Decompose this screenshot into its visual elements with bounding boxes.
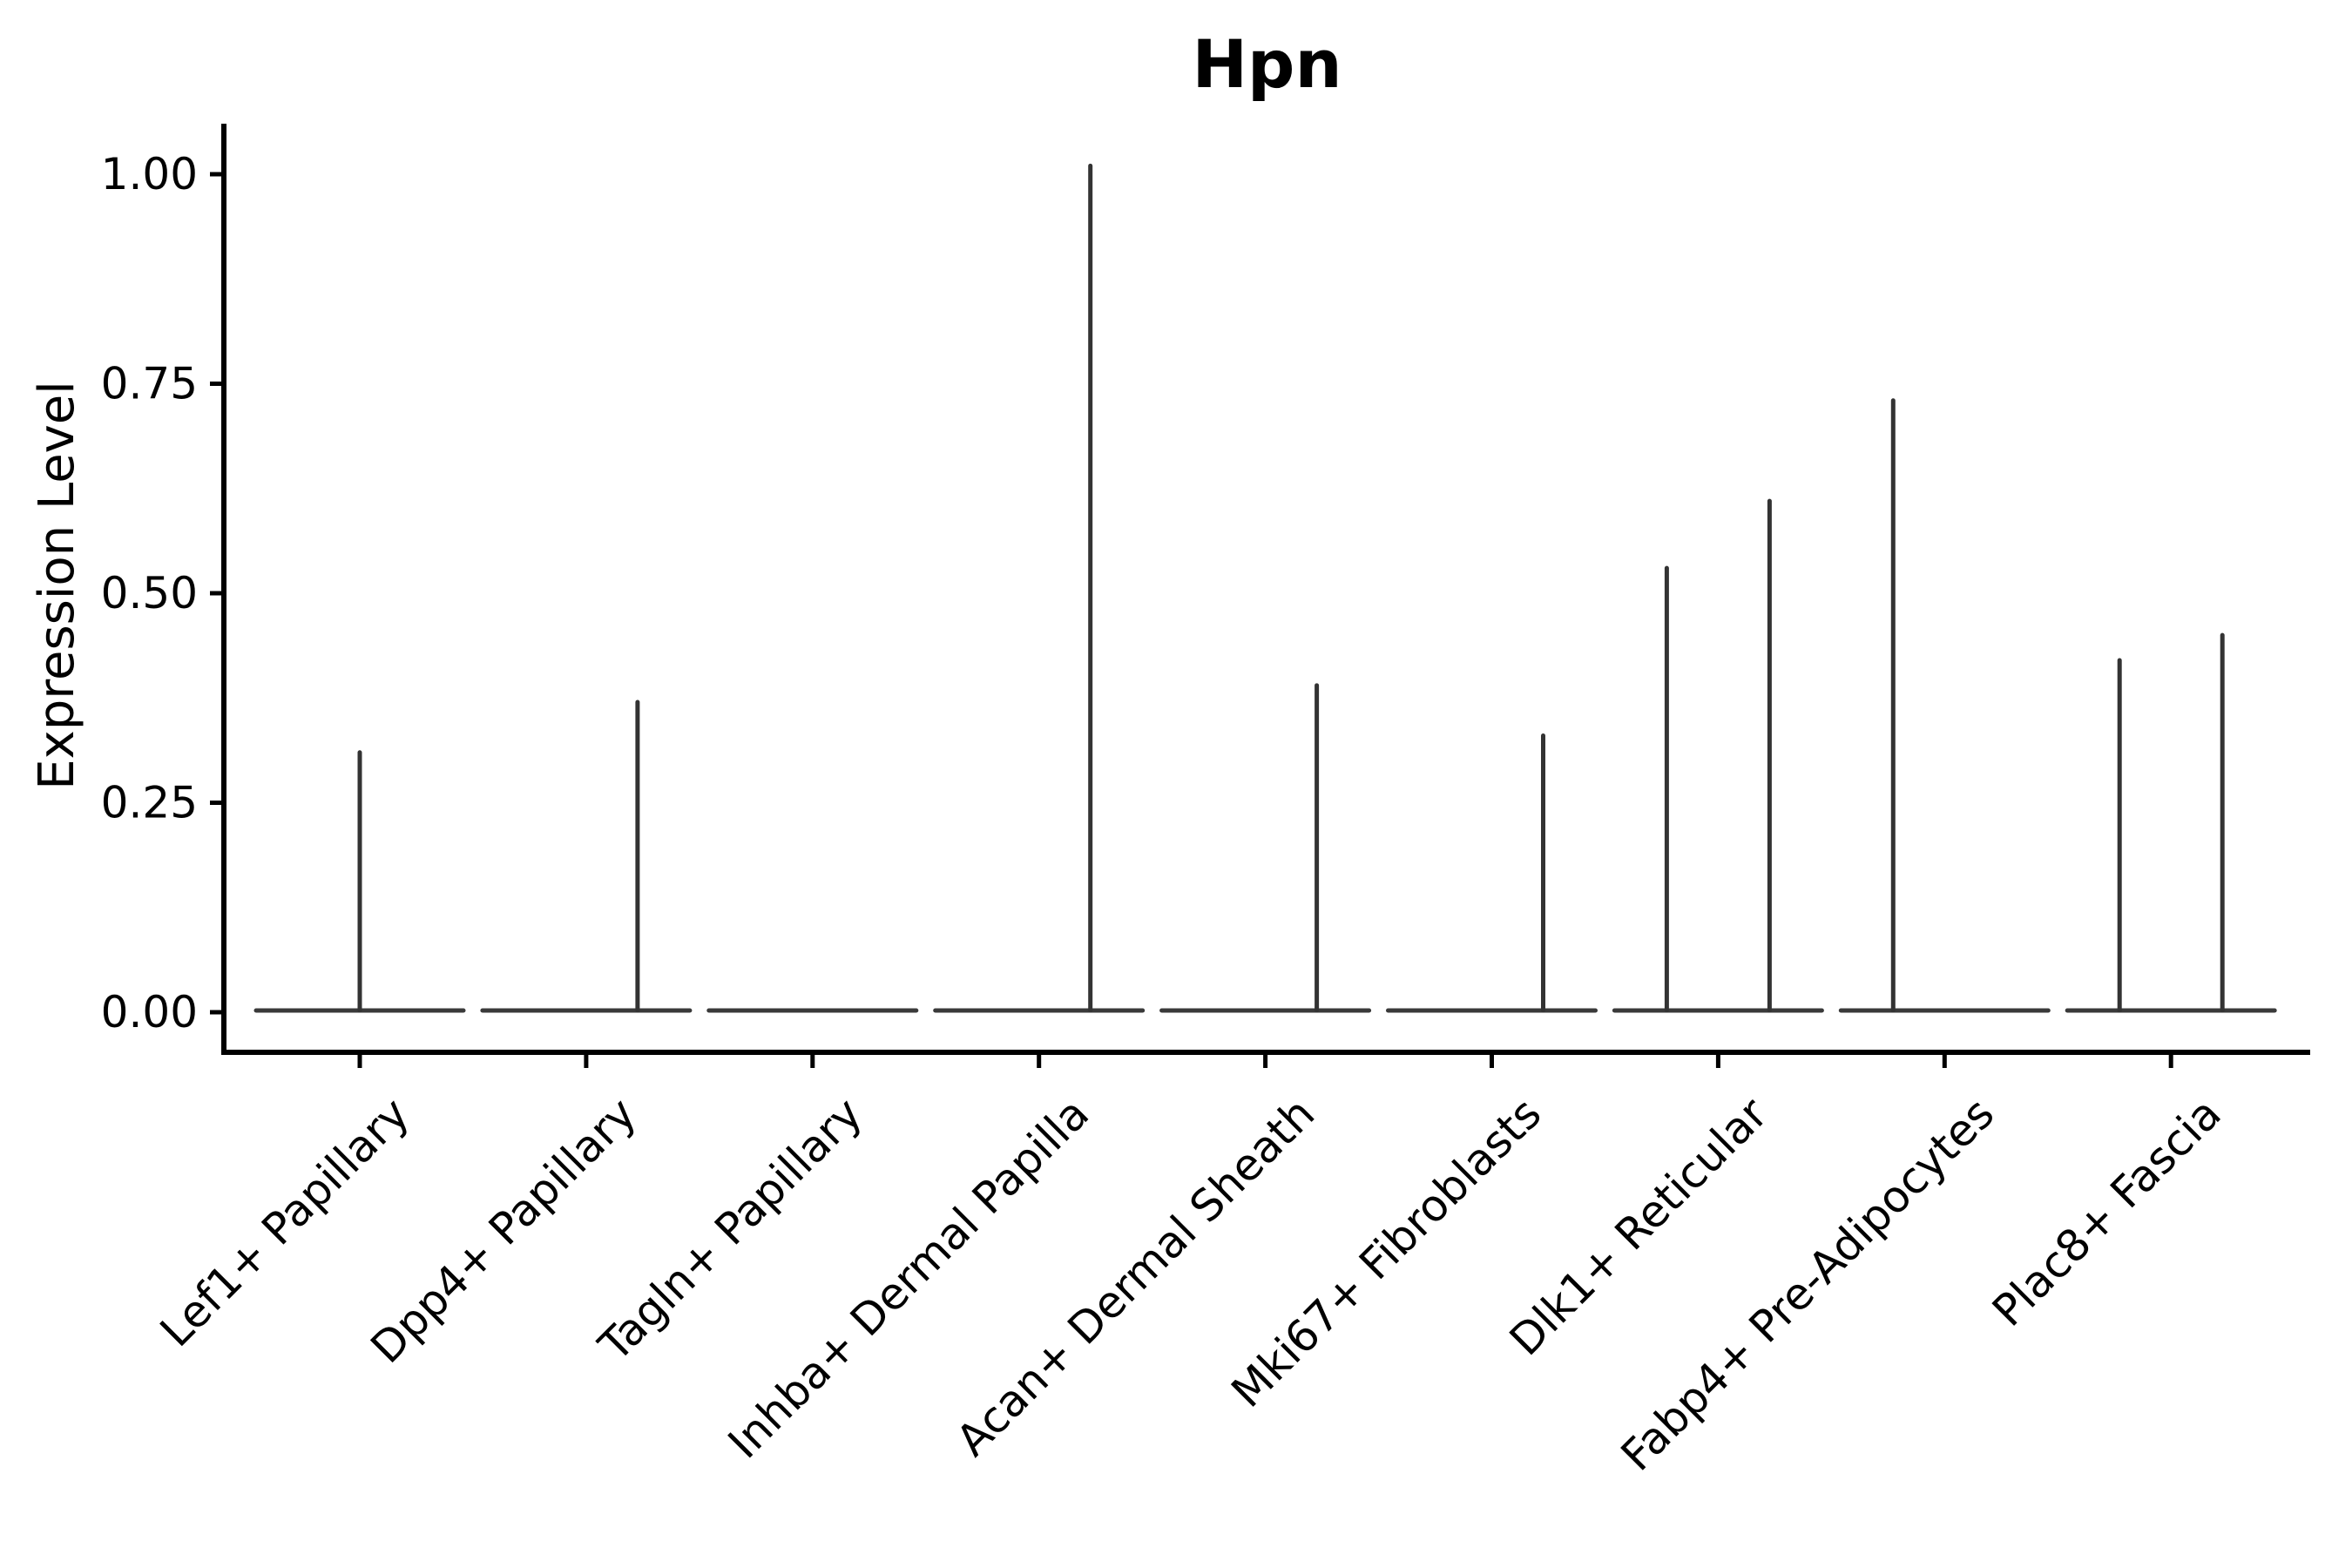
y-tick-label: 0.75 — [101, 359, 198, 409]
y-tick-label: 0.50 — [101, 568, 198, 618]
chart-title: Hpn — [1192, 25, 1342, 103]
y-tick-label: 0.00 — [101, 987, 198, 1037]
y-tick-label: 1.00 — [101, 149, 198, 199]
y-tick-label: 0.25 — [101, 778, 198, 828]
